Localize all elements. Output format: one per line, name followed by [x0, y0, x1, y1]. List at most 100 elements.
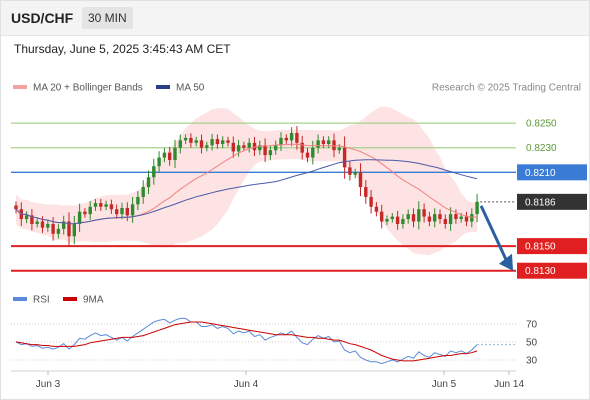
candle-body — [374, 206, 379, 212]
candle-body — [146, 177, 151, 188]
symbol-title: USD/CHF — [11, 10, 74, 26]
candle-body — [475, 201, 479, 215]
projection — [479, 205, 513, 271]
candle — [311, 140, 315, 165]
candle — [406, 209, 410, 224]
candle — [30, 209, 34, 231]
candle — [104, 200, 108, 211]
candle — [83, 208, 87, 218]
candle-body — [120, 207, 124, 215]
candle — [51, 217, 55, 241]
candle — [109, 199, 114, 214]
candle-body — [337, 147, 341, 151]
candle-body — [443, 219, 447, 224]
level-tag-0.8150 — [517, 238, 587, 255]
level-label-0.8250: 0.8250 — [526, 119, 557, 130]
candle-body — [401, 219, 405, 224]
candle — [316, 134, 320, 154]
candle — [226, 136, 230, 147]
candle — [289, 127, 294, 147]
candle-body — [168, 152, 172, 161]
candle-body — [459, 216, 463, 220]
x-tick-label: Jun 5 — [432, 379, 457, 390]
candle-body — [24, 215, 29, 220]
bollinger-band-fill — [16, 106, 478, 256]
candle-body — [433, 214, 437, 222]
rsi-tick-70: 70 — [526, 319, 538, 330]
candle — [236, 140, 241, 157]
candle-body — [109, 204, 114, 210]
candle-body — [46, 223, 50, 228]
candle-body — [221, 140, 225, 145]
candle-body — [178, 140, 182, 148]
candle-body — [104, 204, 108, 207]
candle — [327, 136, 331, 149]
candle-body — [14, 205, 18, 210]
candle-body — [406, 214, 410, 220]
candle — [77, 203, 82, 232]
candle — [300, 135, 304, 160]
candle-body — [332, 140, 336, 151]
level-label-0.8150: 0.8150 — [525, 242, 556, 253]
candle — [215, 134, 220, 149]
candle — [417, 201, 421, 230]
candle — [199, 134, 204, 154]
candle — [67, 212, 71, 246]
candle — [332, 133, 336, 158]
projection-arrow-head — [499, 253, 513, 271]
candle — [168, 146, 172, 166]
candle — [433, 208, 437, 228]
candle-body — [470, 214, 474, 222]
candle — [157, 151, 161, 173]
candle — [427, 211, 432, 227]
ma50-legend-swatch — [156, 85, 170, 89]
candle — [72, 215, 76, 245]
candle-body — [236, 145, 241, 152]
candle-body — [390, 216, 394, 220]
candle — [321, 136, 326, 149]
candle-body — [353, 172, 357, 175]
level-lines: 0.8250 0.8230 0.8210 0.8150 0.8130 0.8186 — [11, 119, 587, 279]
candle — [231, 136, 235, 158]
candle-body — [321, 140, 326, 145]
candle-body — [464, 216, 469, 222]
candle-body — [226, 140, 230, 143]
candle-body — [395, 216, 400, 224]
candle-body — [93, 203, 98, 207]
timeframe-badge[interactable]: 30 MIN — [82, 7, 133, 29]
candle — [252, 137, 257, 156]
candle — [194, 136, 198, 147]
rsi-legend-label: RSI — [33, 295, 50, 306]
candle — [279, 132, 283, 152]
candle-body — [162, 152, 167, 158]
candle — [221, 136, 225, 149]
level-tag-0.8130 — [517, 262, 587, 279]
candle-body — [88, 206, 92, 215]
candle — [141, 180, 145, 204]
level-label-0.8230: 0.8230 — [526, 143, 557, 154]
candle — [56, 224, 61, 239]
candle — [152, 158, 156, 185]
candle-body — [35, 221, 39, 224]
candle — [448, 207, 453, 231]
candle — [146, 170, 151, 194]
rsi-ma-legend-label: 9MA — [83, 295, 104, 306]
candle — [24, 211, 29, 224]
candle — [258, 140, 262, 155]
candle — [295, 126, 299, 150]
x-axis: Jun 3 Jun 4 Jun 5 Jun 14 — [36, 371, 524, 390]
candle — [88, 200, 92, 220]
candle-body — [205, 145, 209, 148]
candle-body — [454, 214, 458, 220]
candle-body — [210, 139, 214, 146]
level-label-0.8210: 0.8210 — [525, 168, 556, 179]
candle — [210, 133, 214, 151]
candle — [130, 196, 135, 223]
candle — [364, 180, 368, 204]
candle-body — [125, 207, 129, 216]
candle-body — [422, 209, 426, 217]
candle-body — [342, 147, 347, 168]
candle-body — [316, 140, 320, 148]
